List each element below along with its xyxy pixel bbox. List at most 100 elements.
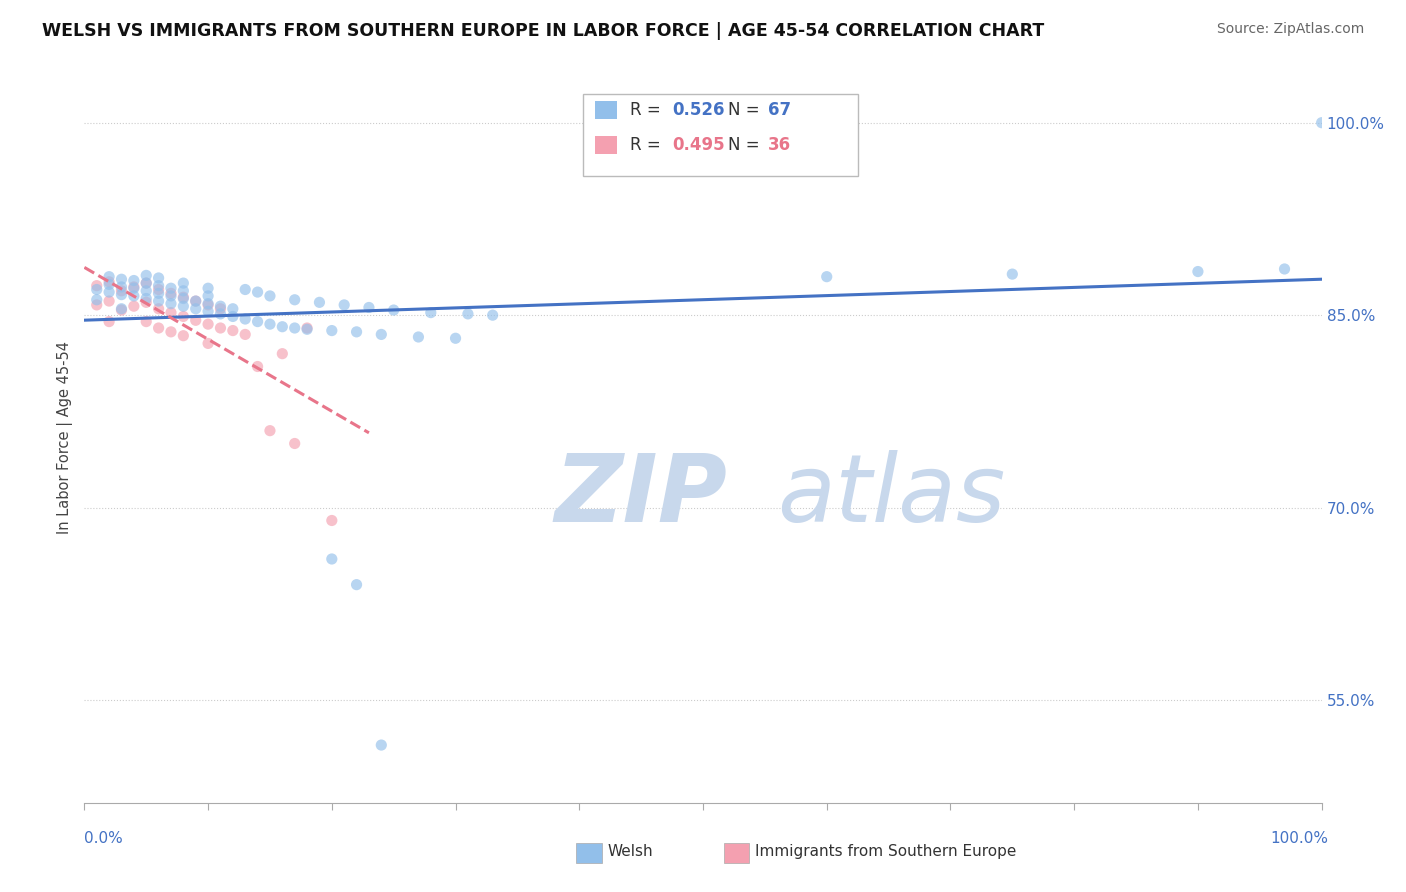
Point [160, 296, 183, 310]
Point [246, 359, 269, 374]
Text: ZIP: ZIP [554, 450, 727, 541]
Point [295, 322, 318, 336]
Point [197, 298, 219, 312]
Point [370, 738, 392, 752]
Point [321, 514, 343, 528]
Point [246, 285, 269, 299]
Point [233, 312, 256, 326]
Point [222, 324, 245, 338]
Point [148, 271, 170, 285]
Text: Welsh: Welsh [607, 845, 652, 859]
Point [259, 424, 281, 438]
Point [98, 294, 121, 309]
Point [160, 281, 183, 295]
Point [122, 273, 145, 287]
Point [197, 336, 219, 351]
Point [122, 281, 145, 295]
Point [357, 301, 380, 315]
Point [222, 301, 245, 316]
Point [110, 284, 132, 298]
Point [209, 307, 232, 321]
Point [86, 278, 108, 293]
Point [135, 284, 157, 298]
Point [110, 287, 132, 301]
Point [184, 313, 207, 327]
Text: WELSH VS IMMIGRANTS FROM SOUTHERN EUROPE IN LABOR FORCE | AGE 45-54 CORRELATION : WELSH VS IMMIGRANTS FROM SOUTHERN EUROPE… [42, 22, 1045, 40]
Text: 0.495: 0.495 [672, 136, 724, 154]
Point [122, 299, 145, 313]
Point [197, 289, 219, 303]
Text: 0.526: 0.526 [672, 101, 724, 119]
Point [135, 276, 157, 290]
Point [148, 301, 170, 316]
Point [284, 321, 307, 335]
Point [172, 299, 194, 313]
Point [259, 317, 281, 331]
Point [284, 436, 307, 450]
Text: 67: 67 [768, 101, 790, 119]
Point [184, 301, 207, 316]
Point [370, 327, 392, 342]
Point [148, 278, 170, 293]
Point [135, 292, 157, 306]
Point [197, 296, 219, 310]
Point [135, 315, 157, 329]
Point [172, 284, 194, 298]
Point [308, 295, 330, 310]
Point [1310, 116, 1333, 130]
Point [209, 299, 232, 313]
Point [295, 321, 318, 335]
Point [98, 315, 121, 329]
Point [160, 325, 183, 339]
Point [419, 305, 441, 319]
Point [197, 281, 219, 295]
Point [148, 321, 170, 335]
Point [172, 328, 194, 343]
Text: atlas: atlas [778, 450, 1005, 541]
Point [233, 327, 256, 342]
Text: R =: R = [630, 101, 666, 119]
Point [259, 289, 281, 303]
Point [135, 268, 157, 283]
Point [209, 301, 232, 316]
Point [209, 321, 232, 335]
Point [86, 283, 108, 297]
Point [160, 289, 183, 303]
Text: N =: N = [728, 136, 765, 154]
Point [271, 319, 294, 334]
Point [98, 269, 121, 284]
Text: 36: 36 [768, 136, 790, 154]
Point [135, 276, 157, 290]
Point [197, 317, 219, 331]
Point [110, 303, 132, 318]
Point [246, 315, 269, 329]
Point [222, 310, 245, 324]
Point [172, 292, 194, 306]
Point [122, 289, 145, 303]
Point [1187, 264, 1209, 278]
Point [346, 325, 368, 339]
Point [184, 294, 207, 309]
Point [408, 330, 430, 344]
Point [321, 324, 343, 338]
Point [457, 307, 479, 321]
Point [1274, 262, 1296, 277]
Y-axis label: In Labor Force | Age 45-54: In Labor Force | Age 45-54 [58, 341, 73, 533]
Point [135, 295, 157, 310]
Point [110, 280, 132, 294]
Point [98, 277, 121, 292]
Point [184, 294, 207, 309]
Point [197, 304, 219, 318]
Point [382, 303, 405, 318]
Point [86, 293, 108, 307]
Point [444, 331, 467, 345]
Point [160, 305, 183, 319]
Point [815, 269, 838, 284]
Point [233, 283, 256, 297]
Point [110, 272, 132, 286]
Point [110, 301, 132, 316]
Text: Source: ZipAtlas.com: Source: ZipAtlas.com [1216, 22, 1364, 37]
Point [172, 310, 194, 324]
Point [148, 286, 170, 301]
Text: R =: R = [630, 136, 666, 154]
